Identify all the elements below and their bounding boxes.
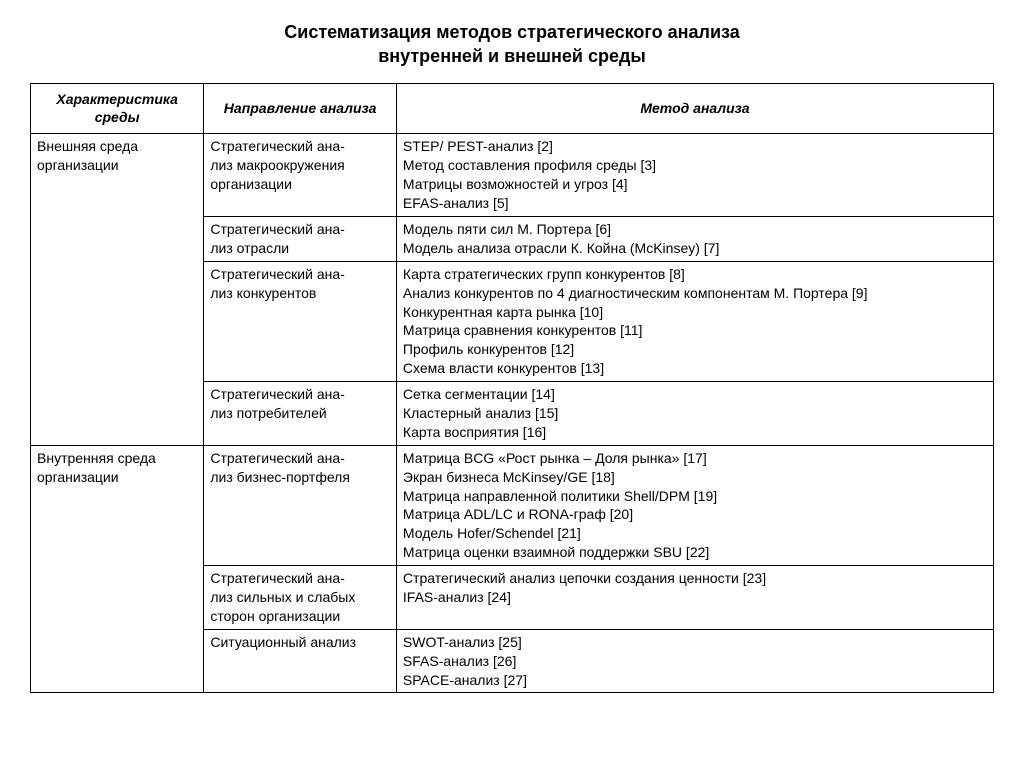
direction-cell: Стратегический ана-лиз конкурентов (204, 261, 397, 381)
method-item: Матрица оценки взаимной поддержки SBU [2… (403, 543, 987, 562)
env-cell: Внешняя среда организации (31, 134, 204, 445)
title-line-1: Систематизация методов стратегического а… (284, 22, 740, 42)
method-item: Карта стратегических групп конкурентов [… (403, 265, 987, 284)
table-row: Внутренняя среда организацииСтратегическ… (31, 445, 994, 565)
col-header-direction: Направление анализа (204, 83, 397, 134)
method-item: STEP/ PEST-анализ [2] (403, 137, 987, 156)
method-item: Матрица ADL/LC и RONA-граф [20] (403, 505, 987, 524)
method-item: Стратегический анализ цепочки создания ц… (403, 569, 987, 588)
method-item: IFAS-анализ [24] (403, 588, 987, 607)
table-row: Внешняя среда организацииСтратегический … (31, 134, 994, 217)
method-item: Схема власти конкурентов [13] (403, 359, 987, 378)
method-item: Экран бизнеса McKinsey/GE [18] (403, 468, 987, 487)
methods-cell: Сетка сегментации [14]Кластерный анализ … (396, 382, 993, 446)
direction-cell: Стратегический ана-лиз потребителей (204, 382, 397, 446)
method-item: Матрица сравнения конкурентов [11] (403, 321, 987, 340)
col-header-env: Характеристика среды (31, 83, 204, 134)
methods-cell: Матрица BCG «Рост рынка – Доля рынка» [1… (396, 445, 993, 565)
method-item: Матрица BCG «Рост рынка – Доля рынка» [1… (403, 449, 987, 468)
method-item: EFAS-анализ [5] (403, 194, 987, 213)
table-header-row: Характеристика среды Направление анализа… (31, 83, 994, 134)
method-item: Профиль конкурентов [12] (403, 340, 987, 359)
method-item: Матрица направленной политики Shell/DPM … (403, 487, 987, 506)
methods-cell: Карта стратегических групп конкурентов [… (396, 261, 993, 381)
method-item: SWOT-анализ [25] (403, 633, 987, 652)
direction-cell: Стратегический ана-лиз сильных и слабых … (204, 566, 397, 630)
direction-cell: Стратегический ана-лиз отрасли (204, 216, 397, 261)
env-cell: Внутренняя среда организации (31, 445, 204, 693)
method-item: Модель пяти сил М. Портера [6] (403, 220, 987, 239)
direction-cell: Стратегический ана-лиз бизнес-портфеля (204, 445, 397, 565)
method-item: Метод составления профиля среды [3] (403, 156, 987, 175)
method-item: Модель анализа отрасли К. Койна (McKinse… (403, 239, 987, 258)
method-item: Анализ конкурентов по 4 диагностическим … (403, 284, 987, 303)
method-item: Матрицы возможностей и угроз [4] (403, 175, 987, 194)
method-item: Конкурентная карта рынка [10] (403, 303, 987, 322)
direction-cell: Ситуационный анализ (204, 629, 397, 693)
method-item: Сетка сегментации [14] (403, 385, 987, 404)
method-item: Кластерный анализ [15] (403, 404, 987, 423)
method-item: SPACE-анализ [27] (403, 671, 987, 690)
direction-cell: Стратегический ана-лиз макроокружения ор… (204, 134, 397, 217)
methods-table: Характеристика среды Направление анализа… (30, 83, 994, 694)
page-title: Систематизация методов стратегического а… (30, 20, 994, 69)
methods-cell: Модель пяти сил М. Портера [6]Модель ана… (396, 216, 993, 261)
methods-cell: STEP/ PEST-анализ [2]Метод составления п… (396, 134, 993, 217)
method-item: Модель Hofer/Schendel [21] (403, 524, 987, 543)
method-item: Карта восприятия [16] (403, 423, 987, 442)
col-header-method: Метод анализа (396, 83, 993, 134)
methods-cell: Стратегический анализ цепочки создания ц… (396, 566, 993, 630)
title-line-2: внутренней и внешней среды (378, 46, 646, 66)
methods-cell: SWOT-анализ [25]SFAS-анализ [26]SPACE-ан… (396, 629, 993, 693)
method-item: SFAS-анализ [26] (403, 652, 987, 671)
